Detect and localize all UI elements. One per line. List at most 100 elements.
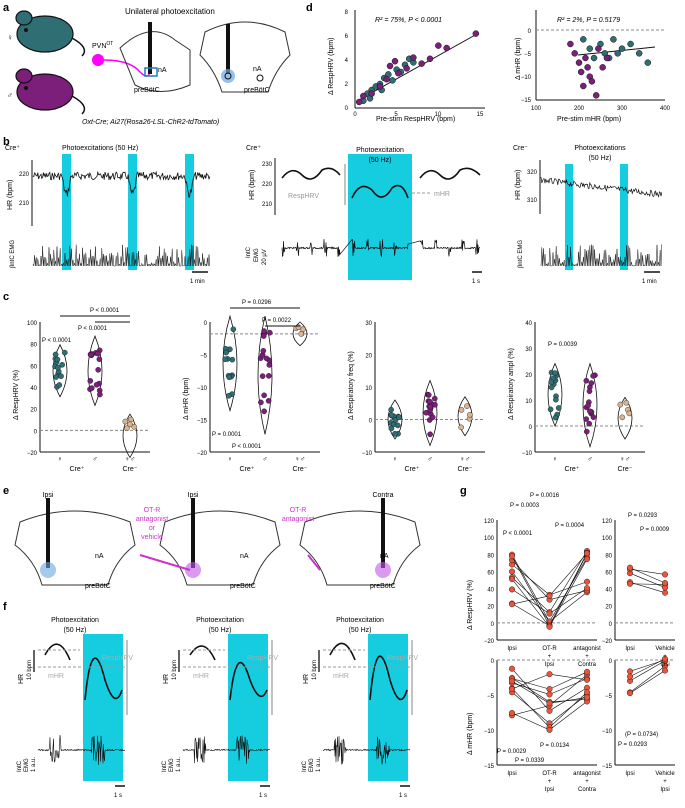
data-point: [590, 373, 596, 379]
b-right-label: Cre⁻: [513, 145, 528, 152]
xtick: +: [585, 654, 589, 660]
brainstem-section: [159, 510, 281, 586]
pair-line: [629, 665, 666, 693]
xtick: ♀♂: [460, 456, 471, 463]
emg-label: 1 a.u.: [316, 757, 322, 772]
data-point: [583, 377, 590, 384]
scatter-point: [599, 64, 606, 71]
data-point: [584, 550, 591, 557]
y-axis-label: Δ RespHRV (%): [13, 370, 20, 420]
xtick: +: [663, 654, 667, 660]
scatter-point: [580, 82, 587, 90]
hr-trace: [84, 657, 123, 701]
d-right-ytick: −5: [524, 52, 532, 58]
pair-line: [629, 567, 666, 584]
ytick: −15: [484, 764, 495, 770]
ytick: 220: [19, 172, 30, 178]
xtick: Vehicle: [655, 771, 675, 777]
b-left-yaxis: HR (bpm): [7, 180, 14, 210]
b-right-yaxis: HR (bpm): [515, 170, 522, 200]
hr-label: HR: [163, 674, 170, 684]
ytick: 20: [525, 373, 532, 379]
data-point: [552, 414, 559, 421]
ytick: 20: [365, 354, 372, 360]
panel-letter-e: e: [3, 485, 9, 497]
y-axis-label: Δ RespHRV (%): [467, 580, 474, 630]
data-point: [584, 694, 591, 701]
data-point: [546, 686, 553, 693]
ytick: 0: [491, 659, 495, 665]
ytick: 60: [487, 570, 494, 576]
panel-a: a ♀ ♂ Unilateral photoexcitation PVNOT n…: [3, 2, 291, 126]
data-point: [627, 580, 634, 587]
b-mid-label: Cre⁺: [246, 145, 261, 152]
data-point: [509, 576, 516, 583]
na-label: nA: [380, 553, 389, 560]
antagonist-label: OT-R: [144, 507, 161, 514]
stim-bar: [348, 154, 412, 280]
xtick: +: [548, 654, 552, 660]
pair-line: [629, 572, 666, 588]
p-value: P = 0.0016: [530, 493, 560, 499]
f-title: (50 Hz): [64, 627, 87, 634]
data-point: [260, 348, 267, 354]
f-title: Photoexcitation: [51, 617, 99, 624]
xtick: ♂: [427, 456, 432, 463]
stim-bar: [368, 634, 408, 781]
emg-label: 1 a.u.: [31, 757, 37, 772]
light-spot: [185, 562, 201, 578]
p-value: P = 0.0004: [555, 523, 585, 529]
mouse-icon-male: [15, 68, 86, 115]
scatter-point: [443, 44, 450, 52]
xtick: ♀: [552, 456, 557, 463]
na-label: nA: [95, 553, 104, 560]
brainstem-outline-a: [119, 31, 191, 92]
emg-trace: [32, 244, 211, 267]
data-point: [509, 665, 516, 672]
ytick: 0: [609, 659, 613, 665]
emg-label: EMG: [169, 758, 175, 772]
xtick: ♂: [587, 456, 592, 463]
scatter-point: [368, 90, 375, 97]
ytick: 0: [369, 419, 373, 425]
d-left-ytick: 0: [345, 106, 349, 112]
p-value: P < 0.0001: [232, 444, 262, 450]
genotype: Oxt-Cre; Ai27(Rosa26-LSL-ChR2-tdTomato): [82, 119, 219, 126]
xtick: ♂: [92, 456, 97, 463]
panel-d: d Δ RespHRV (bpm) Pre-stim RespHRV (bpm)…: [306, 2, 671, 123]
data-point: [266, 373, 272, 379]
xtick: +: [585, 779, 589, 785]
brainstem-section: [299, 510, 421, 586]
panel-letter-f: f: [3, 601, 7, 613]
scatter-point: [410, 54, 417, 61]
prebotc-label: preBötC: [85, 583, 111, 590]
data-point: [58, 373, 64, 379]
ytick: 0: [609, 622, 613, 628]
panel-letter-g: g: [460, 485, 467, 497]
data-point: [131, 423, 137, 430]
emg-label: 1 a.u.: [176, 757, 182, 772]
data-point: [429, 414, 436, 421]
data-point: [546, 707, 553, 714]
d-left-xtick: 5: [394, 112, 398, 118]
data-point: [623, 400, 630, 406]
d-right-ytick: 0: [528, 29, 532, 35]
data-point: [584, 668, 591, 675]
ytick: 0: [34, 429, 38, 435]
scatter-point: [571, 50, 578, 57]
data-point: [93, 381, 100, 388]
ytick: 0: [529, 425, 533, 431]
d-left-xtick: 15: [477, 112, 484, 118]
data-point: [662, 655, 669, 662]
hr-label: HR: [18, 674, 25, 684]
b-middle: Cre⁺ Photoexcitation (50 Hz) 230 220 210…: [246, 145, 482, 285]
data-point: [124, 425, 130, 432]
data-point: [626, 410, 633, 417]
ytick: 10: [365, 386, 372, 392]
xtick: Ipsi: [625, 771, 634, 777]
d-right-xtick: 100: [531, 106, 542, 112]
data-point: [627, 690, 634, 697]
data-point: [583, 416, 589, 422]
scatter-point: [386, 62, 394, 70]
